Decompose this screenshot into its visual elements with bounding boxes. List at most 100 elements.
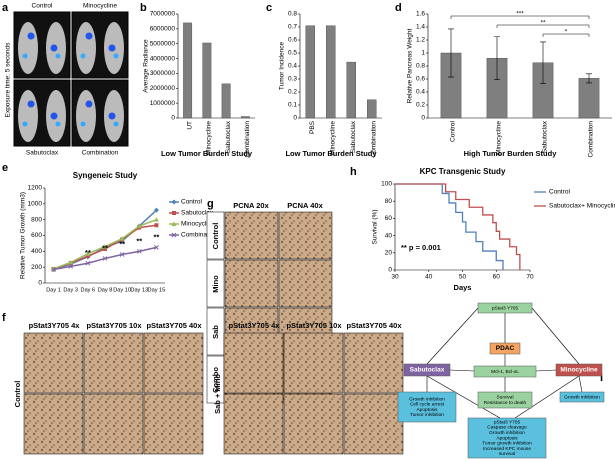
y-axis-label: Relative Tumor Growth (mm3) [20, 192, 27, 279]
legend-label: Sabutoclax+ Minocycline [549, 203, 615, 210]
y-tick-label: 1.4 [416, 24, 425, 31]
y-tick-label: 0.5 [288, 50, 297, 57]
x-axis-label: Days [454, 283, 472, 292]
annotation: ** [119, 239, 125, 248]
column-label: pStat3Y705 10x [86, 321, 142, 330]
y-tick-label: 80 [385, 198, 393, 205]
y-axis-label: Average Radiance [143, 39, 150, 93]
signal [108, 112, 116, 120]
x-tick-label: Combination [588, 121, 595, 158]
y-tick-label: 0.6 [288, 37, 297, 44]
histology-image [343, 393, 404, 455]
row-label: Sab [211, 325, 220, 339]
x-tick-label: Sabutoclax [225, 120, 232, 153]
histology-image [83, 332, 144, 394]
mouse [76, 22, 96, 74]
marker [171, 221, 177, 226]
diagram-text: Growth inhibition [564, 394, 600, 400]
row-label: Sab + Mino [213, 374, 222, 414]
y-tick-label: 0.6 [416, 76, 425, 83]
panel-label: b [140, 2, 147, 14]
error-bar [540, 41, 546, 84]
x-tick-label: Minocycline [329, 121, 336, 155]
x-tick-label: UT [186, 121, 193, 130]
y-tick-label: 7000000 [150, 11, 176, 18]
connector [535, 369, 557, 372]
significance-bracket [450, 15, 590, 19]
x-tick-label: Day 13 [130, 287, 148, 293]
mouse [18, 90, 38, 142]
diagram-node [477, 391, 533, 409]
exposure-label: Exposure time: 5 seconds [5, 42, 12, 118]
diagram-text: Sabutoclax [410, 367, 445, 374]
y-tick-label: 3000000 [150, 70, 176, 77]
diagram-node [559, 391, 605, 403]
diagram-text: Tumor inhibition [410, 412, 444, 418]
x-axis-label: Low Tumor Burden Study [285, 149, 377, 158]
signal [80, 53, 86, 59]
x-tick-label: 30 [391, 274, 399, 281]
diagram-text: Apoptosis [416, 407, 438, 413]
connector [531, 307, 580, 365]
significance-label: * [565, 29, 568, 36]
legend-label: Sabutoclax [181, 210, 214, 217]
signal [27, 32, 35, 40]
marker [68, 264, 74, 269]
histology-image [343, 332, 404, 394]
connector [426, 375, 501, 419]
signal [55, 53, 61, 59]
signal [113, 121, 119, 127]
histology-image [283, 393, 344, 455]
error-bar [494, 36, 500, 80]
x-tick-label: Minocycline [496, 121, 503, 155]
marker [153, 217, 159, 222]
marker [153, 207, 159, 213]
diagram-node [403, 363, 451, 377]
column-label: PCNA 40x [287, 201, 323, 210]
x-tick-label: Day 3 [63, 287, 78, 293]
x-tick-label: Combination [244, 121, 251, 158]
row-label: Control [211, 223, 220, 250]
column-label: pStat3Y705 4x [229, 321, 281, 330]
y-tick-label: 0.8 [416, 63, 425, 70]
x-tick-label: Sabutoclax [542, 120, 549, 153]
row-label: Control [13, 381, 22, 408]
bar [305, 25, 315, 119]
marker [102, 256, 108, 261]
error-bar [586, 73, 592, 84]
y-tick-label: 0 [421, 115, 425, 122]
panel-label: f [2, 312, 6, 324]
annotation: ** [102, 243, 108, 252]
column-label: pStat3Y705 40x [146, 321, 202, 330]
diagram-text: Minocycline [560, 367, 598, 374]
x-tick-label: Day 10 [113, 287, 131, 293]
y-tick-label: 1.6 [416, 11, 425, 18]
y-axis-label: Survival (%) [372, 209, 379, 244]
marker [85, 260, 91, 266]
y-tick-label: 40 [385, 232, 393, 239]
mouse [18, 22, 38, 74]
marker [119, 252, 125, 257]
annotation: ** [154, 232, 160, 241]
diagram-node [489, 342, 521, 355]
histology-image [83, 393, 144, 455]
y-tick-label: 0.3 [288, 76, 297, 83]
diagram-text: Mcl-1, Bcl-xL [491, 369, 519, 375]
signal [113, 53, 119, 59]
x-tick-label: PBS [309, 120, 316, 134]
histology-image [278, 211, 333, 260]
panel-label: c [266, 2, 272, 14]
mouse [76, 90, 96, 142]
diagram-text: Cell cycle arrest [410, 402, 445, 408]
signal [85, 32, 93, 40]
diagram-text: pStat3 Y705 [492, 305, 519, 311]
diagram-text: PDAC [496, 345, 515, 352]
row-label-box [206, 259, 225, 308]
x-tick-label: Sabutoclax [350, 120, 357, 153]
y-tick-label: 0.7 [288, 24, 297, 31]
diagram-text: pStat3 Y705 [494, 419, 521, 425]
y-tick-label: 20 [385, 250, 393, 257]
bar [578, 78, 600, 119]
x-tick-label: 50 [459, 274, 467, 281]
x-tick-label: Day 1 [46, 287, 61, 293]
